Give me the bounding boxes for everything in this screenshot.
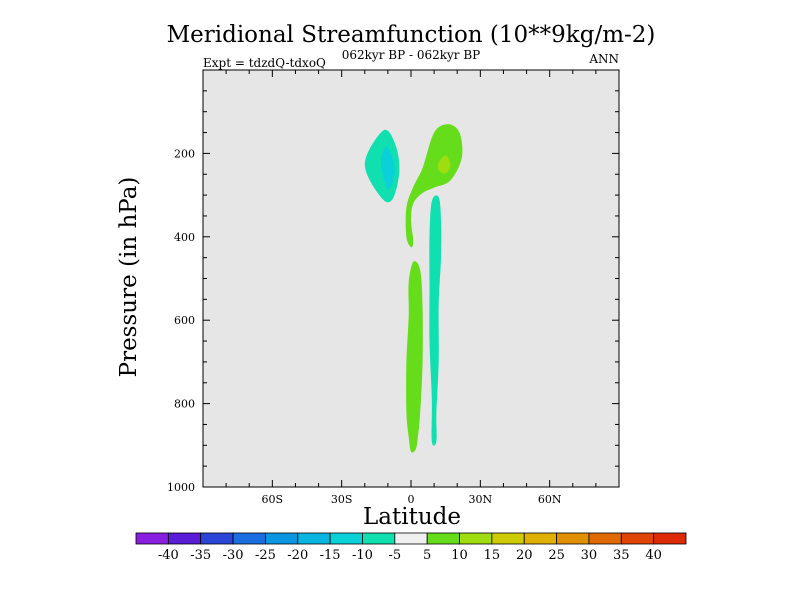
colorbar-label: 5 (423, 548, 431, 563)
chart-subtitle: 062kyr BP - 062kyr BP (342, 48, 480, 62)
colorbar-label: 35 (613, 548, 630, 563)
colorbar-label: 30 (581, 548, 598, 563)
x-tick-label: 0 (408, 493, 415, 506)
colorbar-swatch (297, 532, 331, 545)
colorbar-swatch (167, 532, 202, 545)
colorbar-swatch (329, 532, 363, 545)
y-tick-label: 600 (174, 314, 195, 327)
contour-tropical-upper-negative (429, 195, 442, 446)
colorbar-label: -35 (190, 548, 211, 563)
colorbar-label: -15 (320, 548, 341, 563)
experiment-label: Expt = tdzdQ-tdxoQ (203, 56, 326, 70)
colorbar-label: -10 (352, 548, 373, 563)
colorbar-swatch (459, 532, 493, 545)
colorbar-label: -5 (388, 548, 401, 563)
colorbar-swatch (556, 532, 590, 545)
colorbar-swatch (232, 532, 266, 545)
colorbar-swatch (362, 532, 396, 545)
x-tick-label: 30N (469, 493, 493, 506)
colorbar-label: 10 (451, 548, 468, 563)
x-tick-label: 60N (538, 493, 562, 506)
x-tick-label: 30S (331, 493, 353, 506)
contour-regions (364, 124, 463, 453)
y-tick-label: 200 (174, 147, 195, 160)
season-label: ANN (588, 52, 619, 66)
colorbar-label: 40 (645, 548, 662, 563)
colorbar-swatch (394, 532, 428, 545)
colorbar-swatch (491, 532, 525, 545)
colorbar-swatch (135, 532, 169, 545)
colorbar: -40 -35 -30 -25 -20 -15 -10 -5 5 10 15 20 25 30 35 40 (135, 532, 687, 563)
colorbar-swatch (265, 532, 299, 545)
colorbar-label: -20 (287, 548, 308, 563)
y-tick-label: 1000 (167, 481, 195, 494)
y-tick-label: 800 (174, 398, 195, 411)
contour-southern-negative-core (380, 147, 396, 189)
axis-ticks: 60S 30S 0 30N 60N 200 400 600 800 1000 (167, 70, 619, 506)
colorbar-swatch (588, 532, 622, 545)
y-axis-label: Pressure (in hPa) (116, 177, 142, 378)
contour-lower-positive-column (406, 261, 423, 453)
contour-northern-positive-core (437, 155, 451, 174)
x-axis-label: Latitude (363, 504, 461, 530)
contour-northern-positive-cell (405, 124, 463, 248)
x-tick-label: 60S (262, 493, 284, 506)
colorbar-label: -40 (158, 548, 179, 563)
y-tick-label: 400 (174, 231, 195, 244)
colorbar-label: -25 (255, 548, 276, 563)
colorbar-swatch (200, 532, 234, 545)
colorbar-swatch (620, 532, 655, 545)
colorbar-swatch (523, 532, 557, 545)
colorbar-label: -30 (223, 548, 244, 563)
colorbar-label: 20 (516, 548, 533, 563)
colorbar-label: 25 (548, 548, 565, 563)
colorbar-label: 15 (484, 548, 501, 563)
colorbar-swatch (653, 532, 687, 545)
chart-title: Meridional Streamfunction (10**9kg/m-2) (167, 22, 656, 48)
colorbar-swatch (426, 532, 460, 545)
